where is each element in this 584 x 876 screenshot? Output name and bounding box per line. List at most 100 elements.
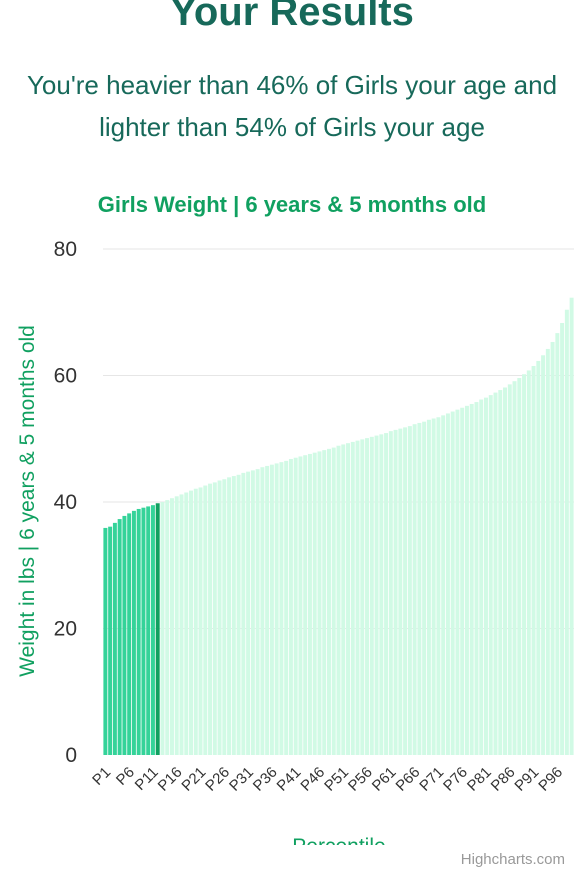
bar-P39[interactable] bbox=[284, 460, 289, 755]
bar-P27[interactable] bbox=[227, 477, 232, 755]
bar-P49[interactable] bbox=[331, 447, 336, 755]
bar-P75[interactable] bbox=[455, 409, 460, 755]
bar-P40[interactable] bbox=[288, 458, 293, 755]
bar-P5[interactable] bbox=[122, 515, 127, 755]
bar-P24[interactable] bbox=[212, 482, 217, 755]
bar-P74[interactable] bbox=[450, 411, 455, 755]
bar-P66[interactable] bbox=[412, 424, 417, 755]
bar-P65[interactable] bbox=[407, 426, 412, 755]
bar-P43[interactable] bbox=[303, 455, 308, 755]
bar-P93[interactable] bbox=[541, 355, 546, 755]
bar-P3[interactable] bbox=[112, 522, 117, 755]
bar-P38[interactable] bbox=[279, 462, 284, 755]
bar-P85[interactable] bbox=[503, 387, 507, 755]
bar-P55[interactable] bbox=[360, 439, 365, 755]
credits-link[interactable]: Highcharts.com bbox=[460, 851, 565, 868]
bar-P98[interactable] bbox=[564, 309, 569, 755]
bar-P63[interactable] bbox=[398, 428, 403, 755]
bar-P96[interactable] bbox=[555, 333, 560, 755]
bar-P48[interactable] bbox=[327, 448, 331, 755]
bar-P13[interactable] bbox=[160, 502, 165, 755]
bar-P19[interactable] bbox=[189, 490, 193, 755]
bar-P71[interactable] bbox=[436, 417, 441, 755]
bar-P17[interactable] bbox=[179, 494, 184, 755]
bar-P41[interactable] bbox=[293, 457, 298, 755]
bar-P35[interactable] bbox=[265, 465, 270, 755]
bar-P62[interactable] bbox=[393, 429, 398, 755]
bar-P77[interactable] bbox=[464, 405, 469, 755]
bar-P83[interactable] bbox=[493, 392, 498, 755]
bar-P99[interactable] bbox=[569, 297, 574, 755]
bar-P2[interactable] bbox=[108, 526, 113, 755]
bar-P10[interactable] bbox=[146, 506, 151, 755]
bar-P18[interactable] bbox=[184, 492, 189, 755]
bar-P60[interactable] bbox=[384, 433, 389, 755]
bar-P28[interactable] bbox=[231, 476, 236, 755]
bar-P95[interactable] bbox=[550, 341, 555, 755]
bar-P59[interactable] bbox=[379, 434, 384, 755]
bar-P34[interactable] bbox=[260, 467, 265, 755]
bar-P44[interactable] bbox=[307, 453, 312, 755]
bar-P32[interactable] bbox=[250, 470, 255, 755]
bar-P11[interactable] bbox=[150, 505, 155, 755]
bar-P30[interactable] bbox=[241, 472, 246, 755]
bar-P81[interactable] bbox=[484, 397, 488, 755]
bar-P16[interactable] bbox=[174, 496, 179, 755]
bar-P56[interactable] bbox=[365, 438, 370, 755]
bar-P51[interactable] bbox=[341, 444, 346, 755]
bar-P42[interactable] bbox=[298, 456, 303, 755]
bar-P92[interactable] bbox=[536, 360, 541, 755]
bar-P90[interactable] bbox=[526, 370, 531, 755]
bar-P36[interactable] bbox=[269, 464, 274, 755]
bar-P1[interactable] bbox=[103, 527, 108, 755]
bar-P78[interactable] bbox=[469, 403, 474, 755]
bar-P72[interactable] bbox=[441, 415, 446, 755]
bar-P31[interactable] bbox=[246, 471, 251, 755]
bar-P52[interactable] bbox=[346, 443, 350, 755]
bar-P88[interactable] bbox=[517, 378, 522, 755]
bar-P79[interactable] bbox=[474, 402, 479, 755]
bar-P76[interactable] bbox=[460, 407, 465, 755]
bar-P73[interactable] bbox=[445, 413, 450, 755]
bar-P29[interactable] bbox=[236, 474, 241, 755]
bar-P68[interactable] bbox=[422, 421, 427, 755]
bar-P4[interactable] bbox=[117, 519, 122, 755]
bar-P45[interactable] bbox=[312, 452, 317, 755]
bar-P67[interactable] bbox=[417, 422, 422, 755]
bar-P23[interactable] bbox=[208, 483, 213, 755]
bar-P25[interactable] bbox=[217, 480, 222, 755]
bar-P94[interactable] bbox=[545, 348, 550, 755]
bar-P69[interactable] bbox=[426, 419, 431, 755]
bar-P53[interactable] bbox=[350, 441, 355, 755]
bar-P26[interactable] bbox=[222, 479, 227, 755]
bar-P64[interactable] bbox=[403, 427, 408, 755]
bar-P14[interactable] bbox=[165, 500, 170, 755]
bar-P21[interactable] bbox=[198, 487, 203, 755]
bar-P70[interactable] bbox=[431, 418, 436, 755]
bar-P46[interactable] bbox=[317, 451, 322, 755]
bar-P6[interactable] bbox=[127, 513, 132, 755]
bar-P89[interactable] bbox=[522, 374, 527, 755]
bar-P58[interactable] bbox=[374, 435, 379, 755]
bar-P87[interactable] bbox=[512, 381, 517, 755]
bar-P20[interactable] bbox=[193, 488, 198, 755]
bar-P33[interactable] bbox=[255, 469, 260, 755]
bar-P82[interactable] bbox=[488, 395, 493, 755]
bar-P37[interactable] bbox=[274, 463, 279, 755]
bar-P8[interactable] bbox=[136, 508, 141, 755]
bar-P97[interactable] bbox=[560, 323, 565, 755]
bar-P9[interactable] bbox=[141, 507, 146, 755]
bar-P61[interactable] bbox=[388, 431, 393, 755]
bar-P22[interactable] bbox=[203, 485, 208, 755]
bar-P15[interactable] bbox=[170, 498, 174, 755]
bar-P57[interactable] bbox=[369, 436, 374, 755]
bar-P86[interactable] bbox=[507, 384, 512, 755]
bar-P84[interactable] bbox=[498, 390, 503, 755]
bar-P50[interactable] bbox=[336, 445, 341, 755]
bar-P12[interactable] bbox=[155, 503, 160, 755]
bar-P54[interactable] bbox=[355, 440, 360, 755]
bar-P91[interactable] bbox=[531, 366, 536, 755]
bar-P7[interactable] bbox=[131, 510, 136, 755]
bar-P80[interactable] bbox=[479, 399, 484, 755]
bar-P47[interactable] bbox=[322, 450, 327, 755]
